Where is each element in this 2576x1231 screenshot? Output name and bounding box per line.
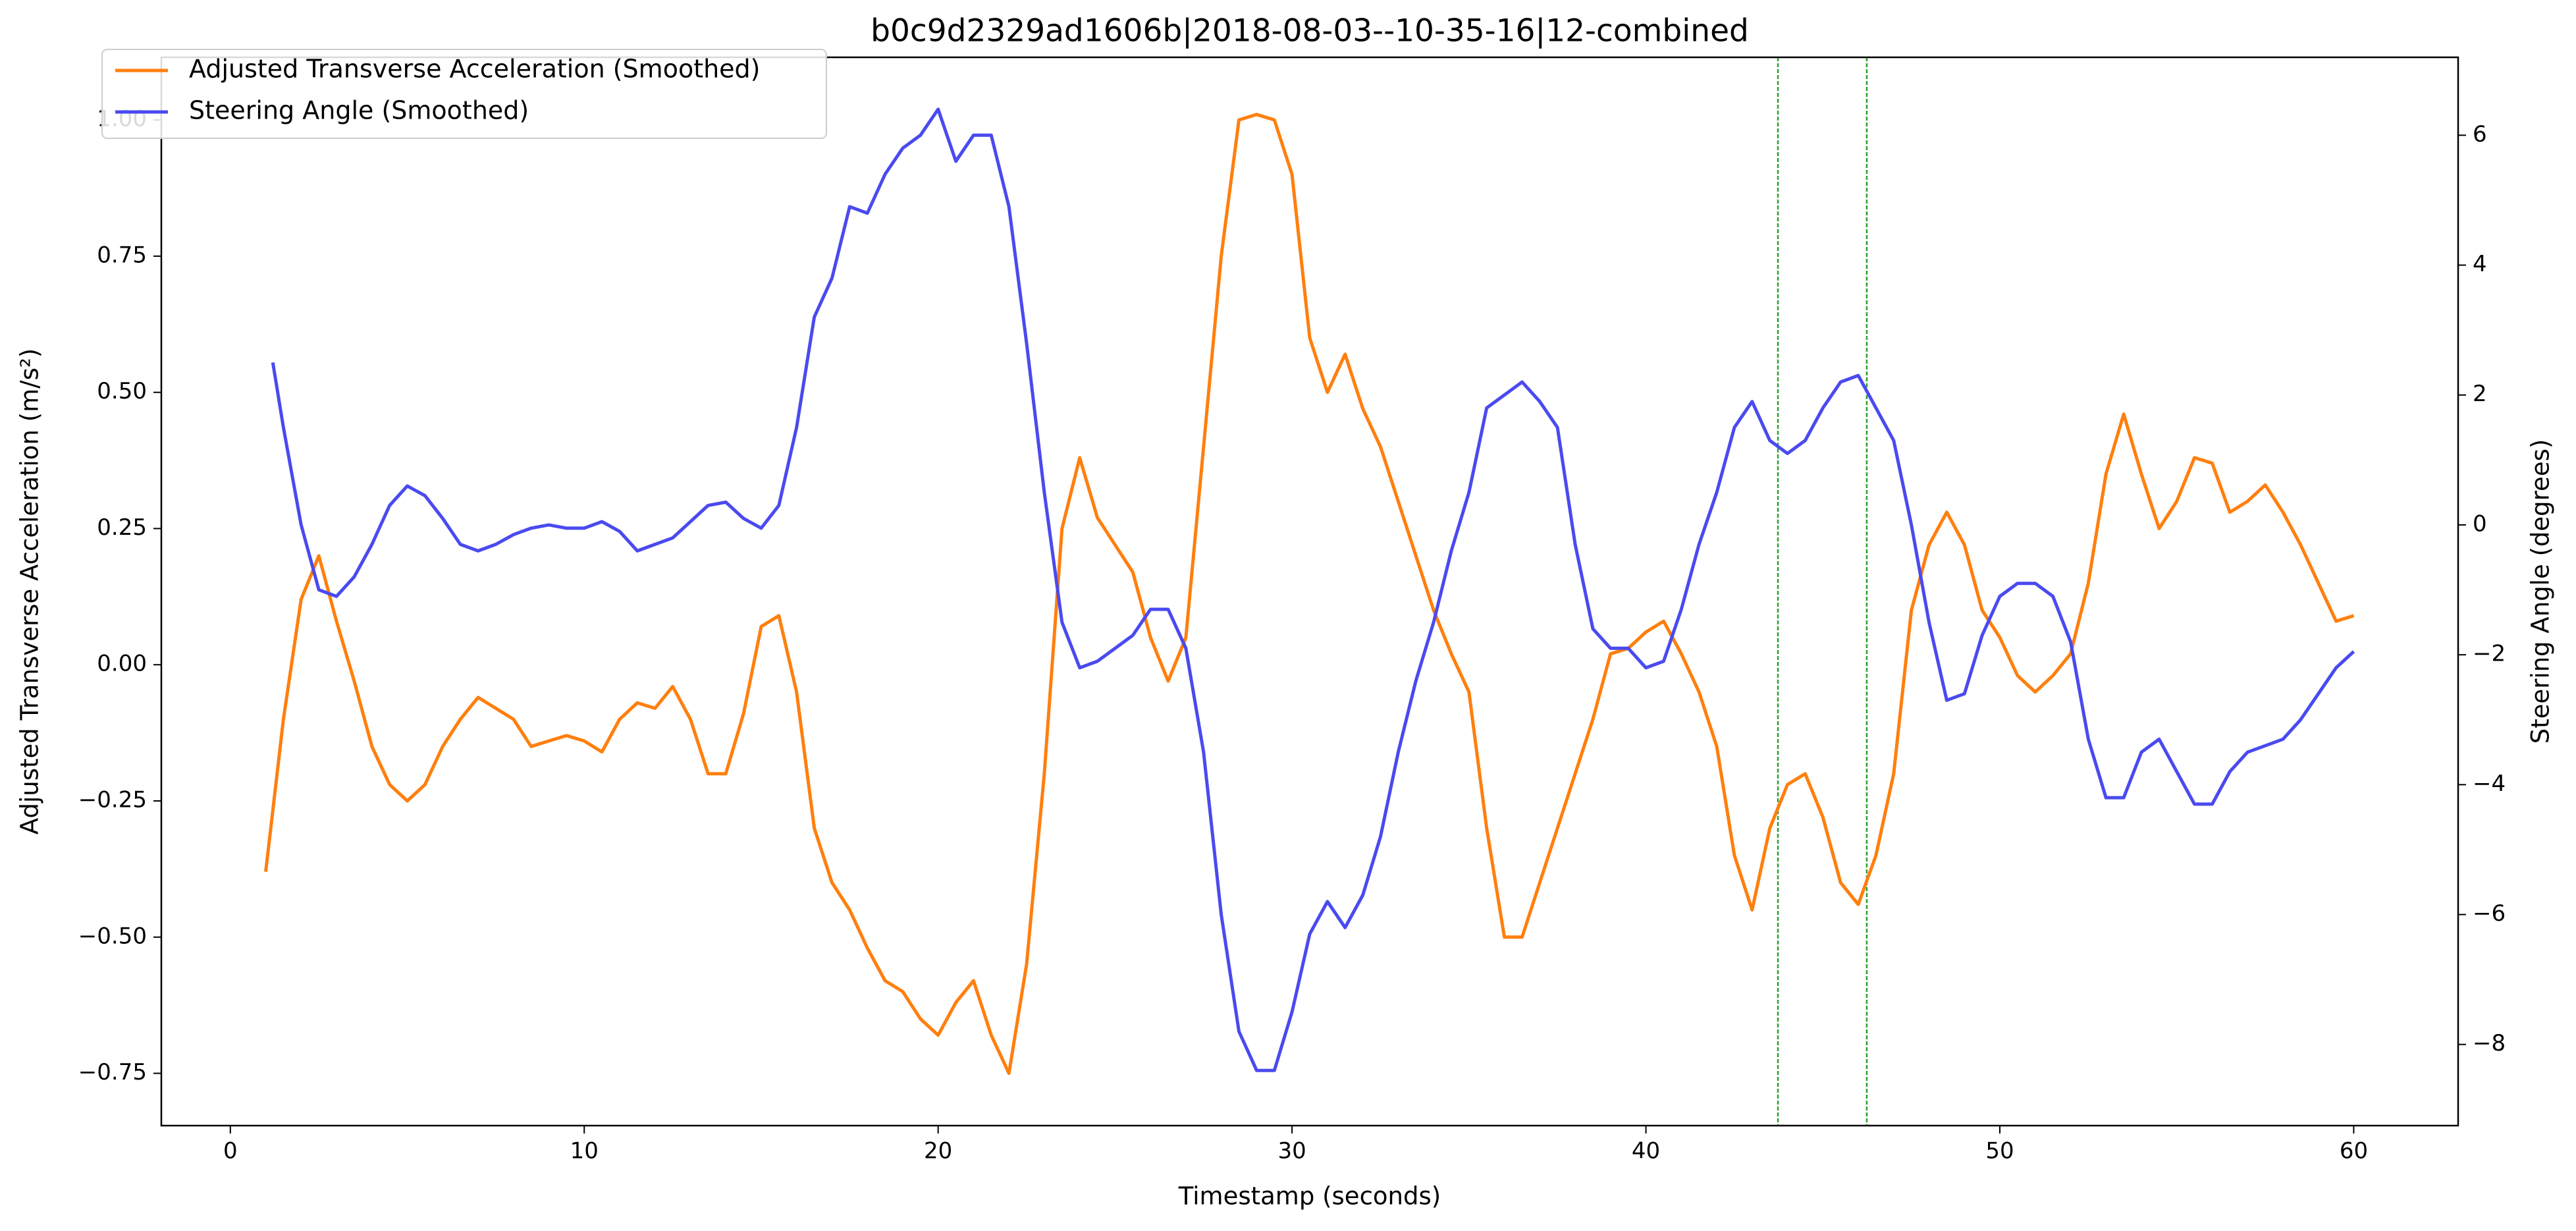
y-axis-label: Adjusted Transverse Acceleration (m/s²) xyxy=(16,348,44,834)
y2-tick-label: −4 xyxy=(2473,771,2506,797)
x-tick-label: 10 xyxy=(570,1138,599,1164)
y-tick-label: 0.75 xyxy=(97,242,147,268)
y2-tick-label: 0 xyxy=(2473,510,2487,537)
x-tick-label: 40 xyxy=(1632,1138,1660,1164)
legend-box xyxy=(101,49,827,139)
data-line xyxy=(271,107,2355,1072)
x-tick-label: 60 xyxy=(2340,1138,2368,1164)
chart-title: b0c9d2329ad1606b|2018-08-03--10-35-16|12… xyxy=(871,13,1749,49)
x-tick-label: 30 xyxy=(1277,1138,1306,1164)
legend-label: Adjusted Transverse Acceleration (Smooth… xyxy=(189,55,761,84)
legend: Adjusted Transverse Acceleration (Smooth… xyxy=(101,49,827,139)
y2-tick-label: −8 xyxy=(2473,1030,2506,1056)
y-tick-label: 0.25 xyxy=(97,514,147,541)
y-tick-label: −0.50 xyxy=(78,923,147,949)
y2-axis-label: Steering Angle (degrees) xyxy=(2527,439,2555,744)
legend-label: Steering Angle (Smoothed) xyxy=(189,96,529,125)
x-axis-label: Timestamp (seconds) xyxy=(1178,1182,1441,1211)
y-tick-label: −0.75 xyxy=(78,1059,147,1085)
data-line xyxy=(264,113,2355,1076)
x-tick-label: 0 xyxy=(223,1138,238,1164)
y2-tick-label: −6 xyxy=(2473,900,2506,927)
y-tick-label: 0.50 xyxy=(97,378,147,404)
y-tick-label: −0.25 xyxy=(78,787,147,813)
y2-tick-label: 4 xyxy=(2473,251,2487,277)
plot-frame xyxy=(160,56,2459,1127)
y2-tick-label: −2 xyxy=(2473,641,2506,667)
x-tick-label: 20 xyxy=(924,1138,952,1164)
y-tick-label: 0.00 xyxy=(97,651,147,677)
y2-tick-label: 6 xyxy=(2473,121,2487,148)
x-tick-label: 50 xyxy=(1985,1138,2014,1164)
y2-tick-label: 2 xyxy=(2473,381,2487,407)
